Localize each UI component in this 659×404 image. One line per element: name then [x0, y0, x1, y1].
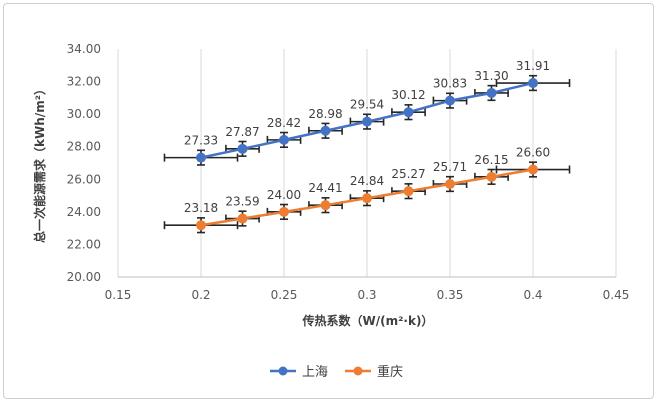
data-label: 25.71 [433, 160, 467, 174]
data-point [237, 143, 248, 154]
data-label: 24.00 [267, 188, 301, 202]
data-point [528, 164, 538, 175]
data-point [279, 134, 289, 145]
data-point [362, 116, 372, 127]
x-tick-label: 0.35 [437, 288, 464, 302]
x-tick-label: 0.3 [357, 288, 376, 302]
series-1: 23.18 23.59 24.00 24.41 24.84 25.27 25.71 26.15… [163, 146, 571, 234]
x-tick-label: 0.25 [271, 288, 298, 302]
data-label: 23.18 [184, 201, 218, 215]
data-label: 30.83 [433, 77, 467, 91]
x-tick-label: 0.4 [523, 288, 542, 302]
data-point [279, 206, 289, 217]
y-tick-label: 24.00 [67, 205, 101, 219]
series-layer: 27.33 27.87 28.42 28.98 29.54 30.12 30.83 31.30… [163, 59, 571, 234]
data-point [486, 171, 497, 182]
data-label: 28.98 [308, 107, 342, 121]
series-0: 27.33 27.87 28.42 28.98 29.54 30.12 30.83 31.30… [163, 59, 571, 166]
x-axis-title: 传热系数（W/(m²·k)） [302, 313, 434, 328]
data-label: 26.15 [474, 153, 508, 167]
grid [117, 49, 617, 278]
x-tick-label: 0.2 [191, 288, 210, 302]
data-label: 31.30 [474, 69, 508, 83]
legend-marker [278, 366, 288, 376]
data-point [320, 125, 331, 136]
data-point [196, 152, 206, 163]
y-tick-label: 34.00 [67, 42, 101, 56]
x-axis-ticks: 0.15 0.2 0.25 0.3 0.35 0.4 0.45 [105, 288, 630, 302]
data-label: 23.59 [225, 195, 259, 209]
data-point [237, 213, 248, 224]
data-point [403, 186, 414, 197]
data-label: 31.91 [516, 59, 550, 73]
x-tick-label: 0.45 [603, 288, 630, 302]
data-point [445, 179, 455, 190]
y-tick-label: 26.00 [67, 172, 101, 186]
x-tick-label: 0.15 [105, 288, 132, 302]
data-point [528, 78, 538, 89]
data-point [403, 107, 414, 118]
y-tick-label: 20.00 [67, 270, 101, 284]
data-label: 28.42 [267, 116, 301, 130]
data-label: 29.54 [350, 98, 384, 112]
data-label: 27.33 [184, 134, 218, 148]
chart-frame [3, 3, 654, 399]
data-label: 24.41 [308, 181, 342, 195]
data-point [196, 220, 206, 231]
y-tick-label: 30.00 [67, 107, 101, 121]
y-axis-ticks: 20.00 22.00 24.00 26.00 28.00 30.00 32.00 34.00 [67, 42, 101, 284]
data-point [320, 200, 331, 211]
data-label: 26.60 [516, 146, 550, 160]
y-tick-label: 22.00 [67, 237, 101, 251]
legend-label: 上海 [302, 365, 328, 380]
legend-marker [353, 366, 363, 376]
data-label: 27.87 [225, 125, 259, 139]
y-tick-label: 32.00 [67, 75, 101, 89]
y-axis-title: 总一次能源需求（kWh/m²） [32, 83, 47, 243]
y-tick-label: 28.00 [67, 140, 101, 154]
data-point [486, 87, 497, 98]
data-label: 30.12 [391, 88, 425, 102]
legend-label: 重庆 [377, 364, 403, 380]
data-point [445, 95, 455, 106]
data-label: 25.27 [391, 167, 425, 181]
legend: 上海 重庆 [270, 364, 403, 380]
data-label: 24.84 [350, 174, 384, 188]
data-point [362, 193, 372, 204]
